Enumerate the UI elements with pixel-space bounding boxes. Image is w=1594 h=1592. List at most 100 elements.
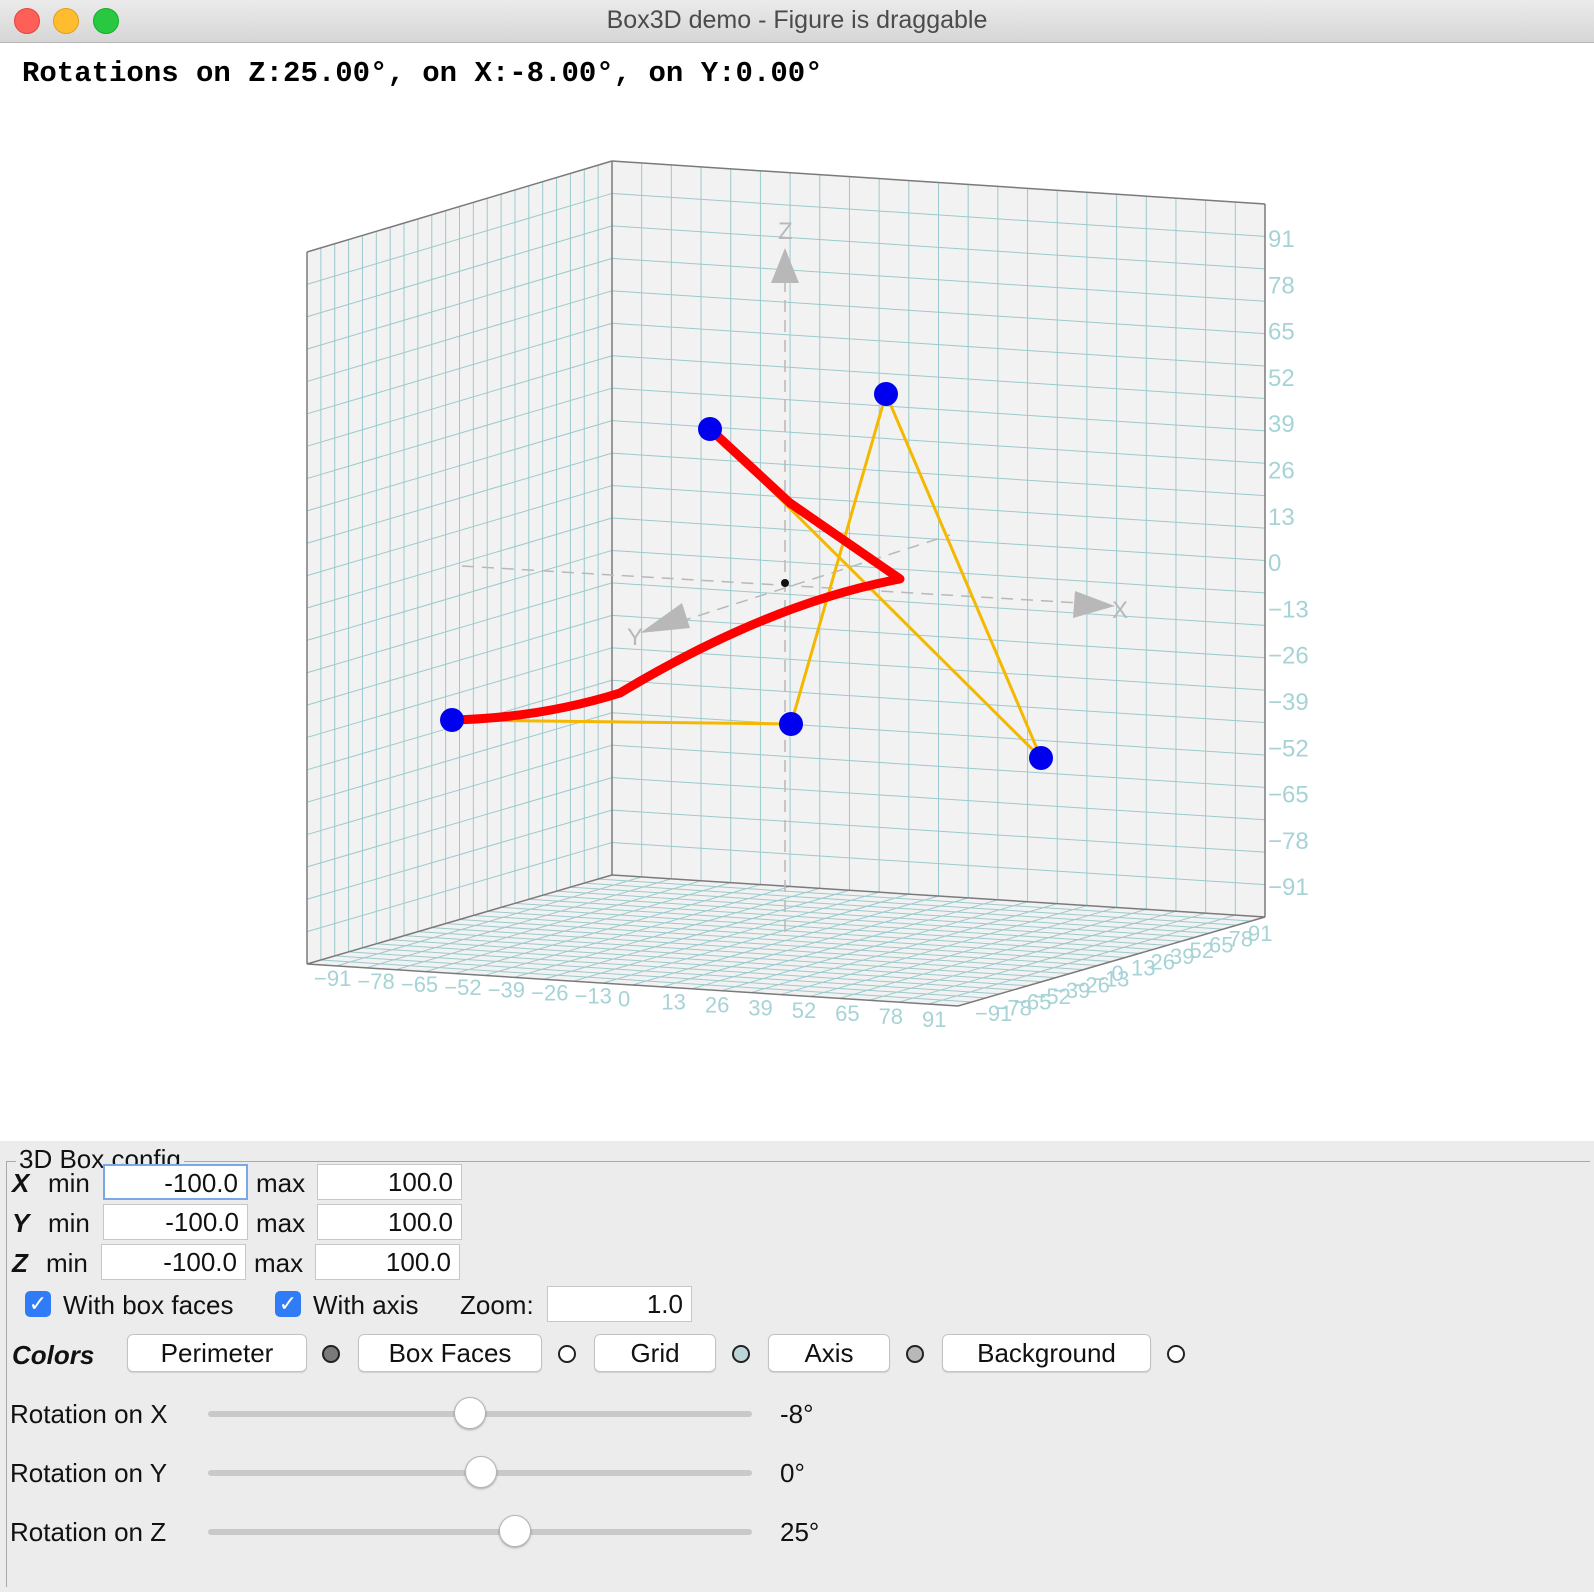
grid-line [661, 897, 969, 988]
y-tick-label: −65 [1014, 990, 1051, 1015]
x-tick-label: −39 [488, 978, 525, 1003]
z-tick-label: 91 [1268, 226, 1295, 253]
grid-line [611, 744, 1266, 788]
grid-color-swatch [732, 1345, 750, 1363]
x-min-field[interactable]: -100.0 [103, 1164, 248, 1200]
background-color-swatch [1167, 1345, 1185, 1363]
box-perimeter-edge [306, 160, 613, 253]
x-tick-label: −91 [314, 966, 351, 991]
z-min-field[interactable]: -100.0 [101, 1244, 246, 1280]
grid-line [306, 777, 613, 868]
z-tick-label: −39 [1268, 689, 1309, 716]
config-border [6, 1161, 1590, 1587]
x-tick-label: 39 [748, 995, 772, 1020]
rotation-y-slider-knob[interactable] [465, 1456, 497, 1488]
rotation-x-label: Rotation on X [10, 1399, 168, 1429]
origin-marker [781, 579, 789, 587]
grid-line [611, 777, 1266, 821]
y-max-field[interactable]: 100.0 [317, 1204, 462, 1240]
zoom-window-button[interactable] [93, 8, 119, 34]
y-min-field[interactable]: -100.0 [103, 1204, 248, 1240]
close-window-button[interactable] [14, 8, 40, 34]
box-perimeter-edge [306, 874, 613, 965]
rotation-z-slider-track[interactable] [208, 1529, 752, 1535]
grid-line [306, 647, 613, 738]
y-axis-arrowhead [640, 603, 690, 633]
box-config-panel: 3D Box config X min -100.0 max 100.0 Y m… [0, 1141, 1594, 1592]
z-tick-label: 78 [1268, 272, 1295, 299]
box-perimeter-edge [611, 874, 1266, 918]
x-tick-label: −13 [575, 984, 612, 1009]
grid-line [487, 910, 1140, 954]
with-box-faces-checkbox[interactable]: ✓ [25, 1291, 51, 1317]
grid-line [780, 905, 1088, 996]
perimeter-color-button[interactable]: Perimeter [127, 1334, 307, 1372]
x-tick-label: 26 [705, 992, 729, 1017]
x-axis-label: X [1112, 597, 1128, 624]
grid-line [584, 882, 1238, 926]
y-tick-label: 65 [1209, 932, 1233, 957]
rotation-x-slider-knob[interactable] [454, 1397, 487, 1429]
z-axis-arrowhead [771, 248, 799, 283]
grid-line [691, 899, 999, 990]
y-max-label: max [256, 1208, 306, 1238]
y-tick-label: 0 [1112, 961, 1124, 986]
figure-point [779, 712, 803, 736]
x-max-field[interactable]: 100.0 [317, 1164, 462, 1200]
rotation-z-slider-knob[interactable] [498, 1515, 531, 1547]
grid-line [306, 842, 613, 933]
grid-line [611, 842, 1266, 886]
box-perimeter-edge [611, 160, 1266, 205]
y-tick-label: −39 [1053, 978, 1090, 1003]
grid-line [750, 903, 1058, 994]
with-axis-label: With axis [313, 1290, 419, 1320]
grid-line [611, 517, 1266, 561]
x-tick-label: 91 [922, 1007, 946, 1032]
x-tick-label: 78 [879, 1004, 903, 1029]
z-tick-label: 65 [1268, 319, 1295, 346]
rotation-z-label: Rotation on Z [10, 1517, 167, 1547]
rotation-z-value: 25° [780, 1517, 820, 1547]
with-axis-checkbox[interactable]: ✓ [275, 1291, 301, 1317]
rotation-readout: Rotations on Z:25.00°, on X:-8.00°, on Y… [22, 57, 823, 90]
box3d-scene[interactable]: ZXY 917865523926130−13−26−39−52−65−78−91… [0, 43, 1594, 1141]
grid-line [611, 679, 1266, 724]
rotation-y-label: Rotation on Y [10, 1458, 168, 1488]
z-max-label: max [254, 1248, 304, 1278]
z-tick-label: 13 [1268, 504, 1295, 531]
z-tick-label: −65 [1268, 782, 1309, 809]
minimize-window-button[interactable] [53, 8, 79, 34]
grid-line [611, 582, 1266, 626]
background-color-button[interactable]: Background [942, 1334, 1151, 1372]
grid-line [306, 712, 613, 803]
y-axis-line [659, 534, 951, 629]
grid-line [928, 914, 1236, 1005]
y-axis-letter: Y [12, 1208, 30, 1238]
with-box-faces-label: With box faces [63, 1290, 234, 1320]
rotation-x-value: -8° [780, 1399, 814, 1429]
figure-point [874, 382, 898, 406]
zoom-field[interactable]: 1.0 [547, 1286, 692, 1322]
y-tick-label: −91 [975, 1001, 1012, 1026]
z-tick-label: −52 [1268, 735, 1309, 762]
box-faces-color-button[interactable]: Box Faces [358, 1334, 542, 1372]
grid-line [306, 744, 613, 836]
grid-line [898, 912, 1206, 1003]
y-axis-label: Y [627, 624, 643, 651]
x-tick-label: −78 [357, 969, 394, 994]
grid-line [869, 910, 1177, 1001]
grid-line [839, 908, 1147, 999]
zoom-label: Zoom: [460, 1290, 534, 1320]
figure-edge [789, 393, 888, 725]
grid-color-button[interactable]: Grid [594, 1334, 716, 1372]
figure-point [698, 417, 722, 441]
z-max-field[interactable]: 100.0 [315, 1244, 460, 1280]
z-tick-label: 26 [1268, 458, 1295, 485]
z-tick-label: 0 [1268, 550, 1281, 577]
figure-path [447, 424, 905, 725]
grid-line [473, 914, 1126, 958]
axis-color-button[interactable]: Axis [768, 1334, 890, 1372]
y-tick-label: 26 [1151, 950, 1175, 975]
y-tick-label: −26 [1073, 972, 1110, 997]
